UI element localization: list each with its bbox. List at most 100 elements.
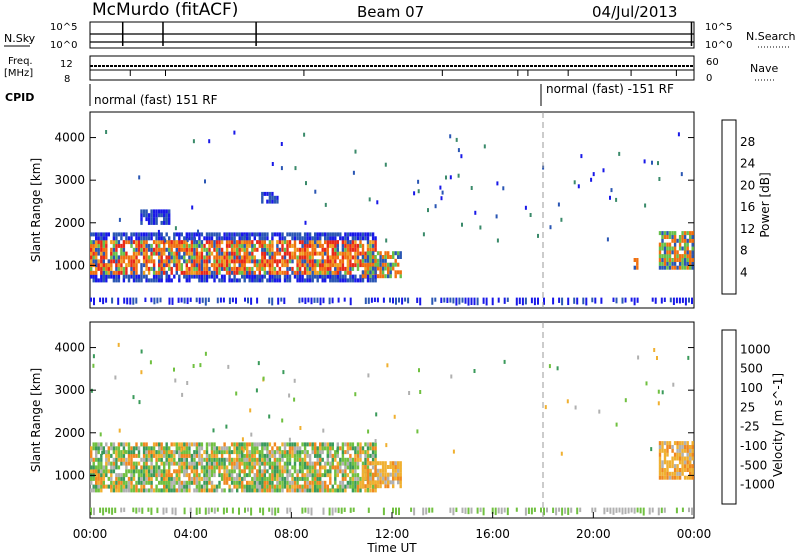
range-cell [195,446,199,451]
range-cell [278,236,282,241]
range-cell [152,266,156,271]
range-cell [691,235,694,239]
range-cell [155,450,158,455]
ground-scatter-cell [256,297,259,304]
range-cell [316,476,319,481]
sparse-cell [439,185,442,190]
range-cell [314,243,317,248]
range-cell [681,441,684,446]
range-cell [678,265,682,270]
ground-scatter-cell [464,297,467,304]
range-cell [351,461,355,466]
ground-scatter-cell [271,507,274,516]
range-cell [329,278,332,283]
range-cell [319,270,322,275]
range-cell [220,473,224,478]
range-cell [329,446,332,451]
range-cell [228,450,231,455]
range-cell [364,468,367,473]
range-cell [215,243,219,248]
range-cell [218,450,221,455]
range-cell [198,480,201,485]
range-cell [356,457,360,462]
range-cell [251,247,254,252]
range-cell [686,238,689,243]
range-cell [256,263,259,268]
range-cell [389,480,392,485]
ground-scatter-cell [144,297,147,303]
range-cell [200,232,204,237]
range-cell [374,243,377,248]
range-cell [306,465,309,470]
range-cell [246,484,249,489]
range-cell [185,274,188,279]
range-cell [673,468,677,472]
range-cell [193,461,196,466]
range-cell [185,473,188,478]
range-cell [168,236,171,241]
range-cell [399,270,402,275]
range-cell [241,274,244,279]
range-cell [306,488,309,493]
range-cell [92,270,95,275]
range-cell [661,235,664,239]
range-cell [253,270,256,275]
ground-scatter-cell [503,507,506,513]
range-cell [117,480,121,485]
range-cell [205,465,209,470]
range-cell [193,232,196,237]
range-cell [344,450,347,455]
range-cell [369,278,372,283]
ground-scatter-cell [431,507,434,513]
range-cell [246,488,249,493]
range-cell [359,263,362,268]
range-cell [351,255,355,260]
colorbar-tick-label: 16 [740,200,755,214]
sparse-cell [280,166,283,171]
range-cell [288,266,292,271]
range-cell [185,461,188,466]
sparse-cell [687,355,690,360]
range-cell [276,450,279,455]
range-cell [266,259,269,264]
range-cell [170,259,173,264]
range-cell [293,476,297,481]
range-cell [303,278,307,283]
range-cell [188,453,191,458]
range-cell [676,456,679,461]
range-cell [100,465,103,470]
range-cell [331,278,334,283]
sparse-cell [643,159,646,164]
range-cell [208,266,211,271]
range-cell [308,457,312,462]
range-cell [673,452,677,457]
range-cell [681,246,684,251]
range-cell [107,469,110,474]
range-cell [190,263,194,268]
colorbar-tick-label: 8 [740,244,748,258]
range-cell [193,263,196,268]
sparse-cell [529,213,532,217]
range-cell [321,247,324,252]
range-cell [336,266,339,271]
range-cell [130,457,133,462]
range-cell [241,259,244,264]
range-cell [117,442,121,447]
range-cell [230,473,234,478]
range-cell [183,450,186,455]
range-cell [263,469,266,474]
range-cell [371,240,375,245]
velocity-y-axis-label: Slant Range [km] [29,368,43,472]
range-cell [283,255,287,260]
colorbar-frame [721,119,737,295]
range-cell [195,274,199,279]
range-cell [278,259,282,264]
range-cell [296,236,299,241]
ground-scatter-cell [114,507,117,514]
ground-scatter-cell [274,507,277,516]
range-cell [125,473,128,478]
range-cell [122,476,126,481]
range-cell [185,232,188,237]
ground-scatter-cell [93,507,95,516]
range-cell [374,480,377,485]
